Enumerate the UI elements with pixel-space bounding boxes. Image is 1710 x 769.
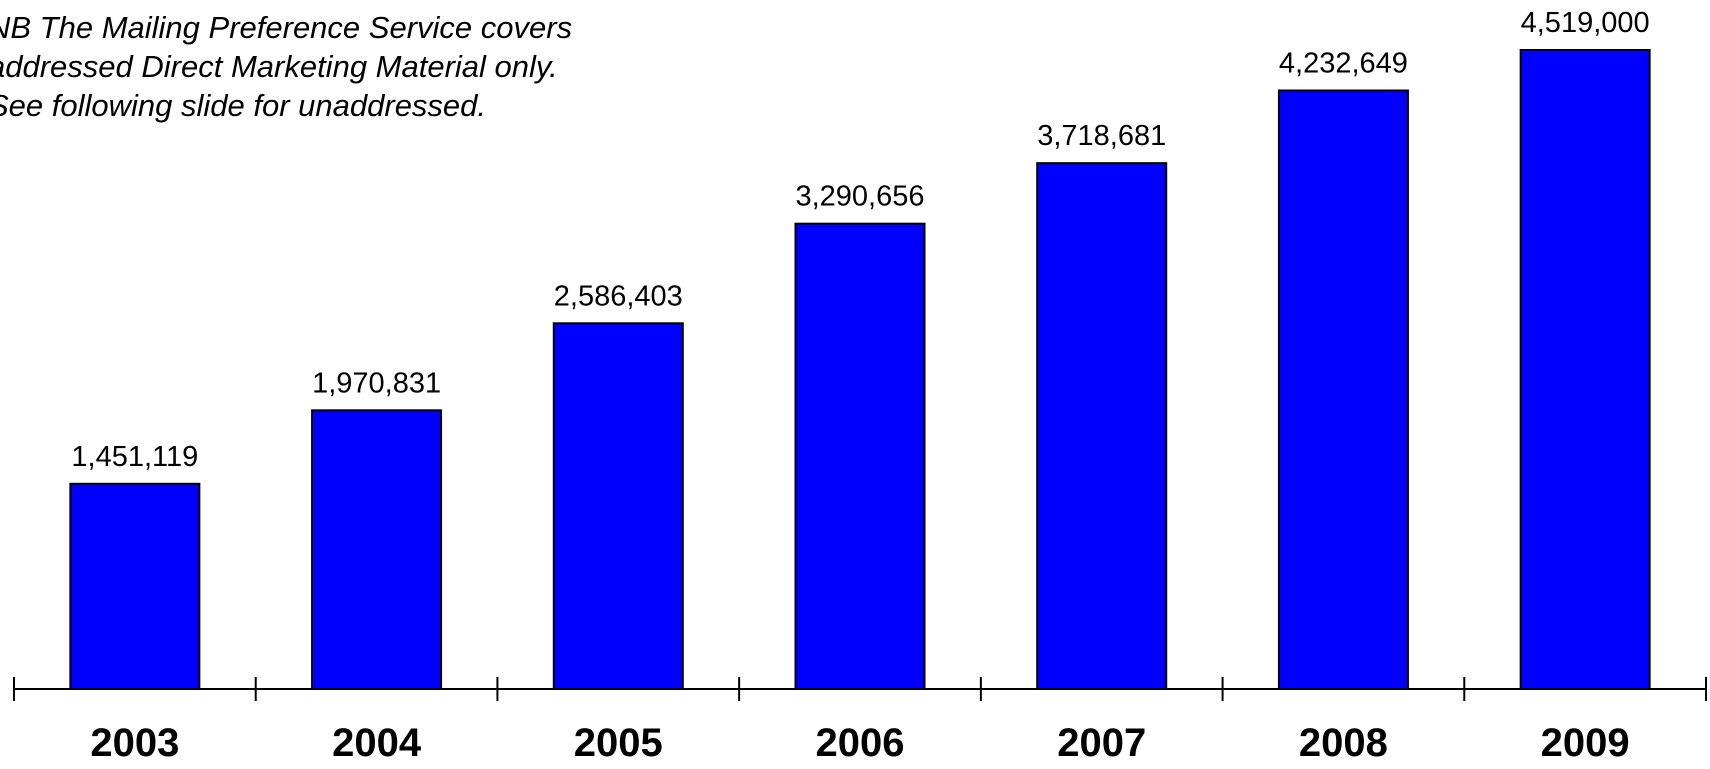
category-label-2004: 2004: [332, 721, 422, 765]
data-label-2007: 3,718,681: [1037, 120, 1166, 152]
bar-2008: [1277, 89, 1409, 690]
mps-note: NB The Mailing Preference Service covers…: [0, 8, 572, 125]
data-label-2006: 3,290,656: [795, 181, 924, 213]
bar-2009: [1519, 49, 1651, 690]
category-label-2003: 2003: [90, 721, 179, 765]
note-line-2: addressed Direct Marketing Material only…: [0, 49, 558, 84]
bar-2003: [69, 482, 201, 690]
bar-2005: [552, 322, 684, 690]
data-label-2003: 1,451,119: [71, 441, 198, 473]
category-label-2006: 2006: [816, 721, 905, 765]
category-label-2009: 2009: [1541, 721, 1630, 765]
note-line-3: See following slide for unaddressed.: [0, 88, 487, 123]
data-label-2009: 4,519,000: [1521, 7, 1650, 39]
data-label-2004: 1,970,831: [312, 367, 441, 399]
category-label-2007: 2007: [1057, 721, 1146, 765]
bar-2006: [794, 222, 926, 690]
bar-2004: [311, 409, 443, 690]
bar-2007: [1036, 162, 1168, 690]
category-label-2008: 2008: [1299, 721, 1388, 765]
note-line-1: NB The Mailing Preference Service covers: [0, 10, 573, 45]
data-label-2005: 2,586,403: [554, 280, 683, 312]
data-label-2008: 4,232,649: [1279, 47, 1408, 79]
category-label-2005: 2005: [574, 721, 663, 765]
